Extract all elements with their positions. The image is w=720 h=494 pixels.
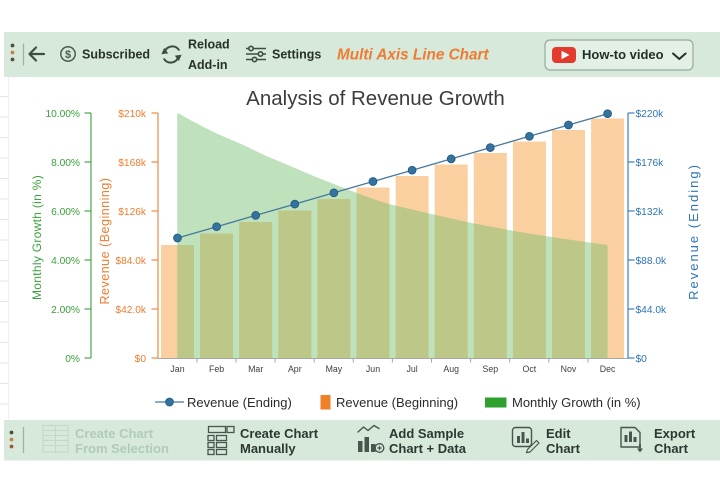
svg-text:10.00%: 10.00% bbox=[45, 109, 80, 120]
svg-text:Analysis of Revenue Growth: Analysis of Revenue Growth bbox=[246, 87, 505, 110]
svg-text:Dec: Dec bbox=[600, 364, 616, 374]
svg-text:Revenue (Beginning): Revenue (Beginning) bbox=[336, 395, 458, 410]
svg-text:6.00%: 6.00% bbox=[51, 207, 80, 218]
svg-text:2.00%: 2.00% bbox=[51, 305, 80, 316]
svg-text:$132k: $132k bbox=[636, 207, 665, 218]
svg-text:Create Chart: Create Chart bbox=[240, 426, 319, 441]
svg-text:Edit: Edit bbox=[546, 426, 571, 441]
svg-text:Mar: Mar bbox=[248, 364, 263, 374]
svg-text:Jul: Jul bbox=[406, 364, 417, 374]
svg-text:Monthly Growth (in %): Monthly Growth (in %) bbox=[512, 395, 641, 410]
svg-text:$42.0k: $42.0k bbox=[115, 305, 146, 316]
svg-text:Oct: Oct bbox=[523, 364, 537, 374]
svg-text:From Selection: From Selection bbox=[75, 441, 169, 456]
svg-text:Jan: Jan bbox=[170, 364, 184, 374]
svg-text:Nov: Nov bbox=[561, 364, 577, 374]
svg-text:Add Sample: Add Sample bbox=[389, 426, 464, 441]
svg-text:$44.0k: $44.0k bbox=[636, 305, 667, 316]
svg-text:Reload: Reload bbox=[188, 38, 230, 52]
svg-text:Apr: Apr bbox=[288, 364, 302, 374]
svg-text:Export: Export bbox=[654, 426, 696, 441]
svg-text:$126k: $126k bbox=[118, 207, 147, 218]
svg-text:May: May bbox=[326, 364, 343, 374]
svg-text:Revenue (Ending): Revenue (Ending) bbox=[187, 395, 292, 410]
svg-text:$168k: $168k bbox=[118, 158, 147, 169]
svg-text:Chart + Data: Chart + Data bbox=[389, 441, 467, 456]
svg-text:Settings: Settings bbox=[272, 48, 321, 62]
svg-text:$176k: $176k bbox=[636, 158, 665, 169]
svg-text:Sep: Sep bbox=[482, 364, 498, 374]
svg-text:0%: 0% bbox=[65, 354, 80, 365]
svg-text:How-to video: How-to video bbox=[582, 47, 664, 62]
svg-text:Multi Axis Line Chart: Multi Axis Line Chart bbox=[337, 47, 489, 64]
svg-text:Manually: Manually bbox=[240, 441, 296, 456]
svg-text:Revenue (Beginning): Revenue (Beginning) bbox=[98, 178, 112, 305]
svg-text:$88.0k: $88.0k bbox=[636, 256, 667, 267]
svg-text:$0: $0 bbox=[636, 354, 648, 365]
svg-text:8.00%: 8.00% bbox=[51, 158, 80, 169]
svg-text:Jun: Jun bbox=[366, 364, 380, 374]
svg-text:Chart: Chart bbox=[546, 441, 581, 456]
svg-text:Add-in: Add-in bbox=[188, 58, 228, 72]
svg-text:Aug: Aug bbox=[443, 364, 459, 374]
svg-text:$0: $0 bbox=[135, 354, 147, 365]
svg-text:$84.0k: $84.0k bbox=[115, 256, 146, 267]
svg-text:Create Chart: Create Chart bbox=[75, 426, 154, 441]
svg-text:$220k: $220k bbox=[636, 109, 665, 120]
svg-text:$: $ bbox=[65, 49, 71, 61]
svg-text:Feb: Feb bbox=[209, 364, 224, 374]
svg-text:Subscribed: Subscribed bbox=[82, 48, 150, 62]
svg-text:4.00%: 4.00% bbox=[51, 256, 80, 267]
svg-text:Chart: Chart bbox=[654, 441, 689, 456]
svg-text:$210k: $210k bbox=[118, 109, 147, 120]
svg-text:Monthly Growth (in %): Monthly Growth (in %) bbox=[30, 175, 44, 300]
svg-text:Revenue (Ending): Revenue (Ending) bbox=[686, 163, 701, 300]
